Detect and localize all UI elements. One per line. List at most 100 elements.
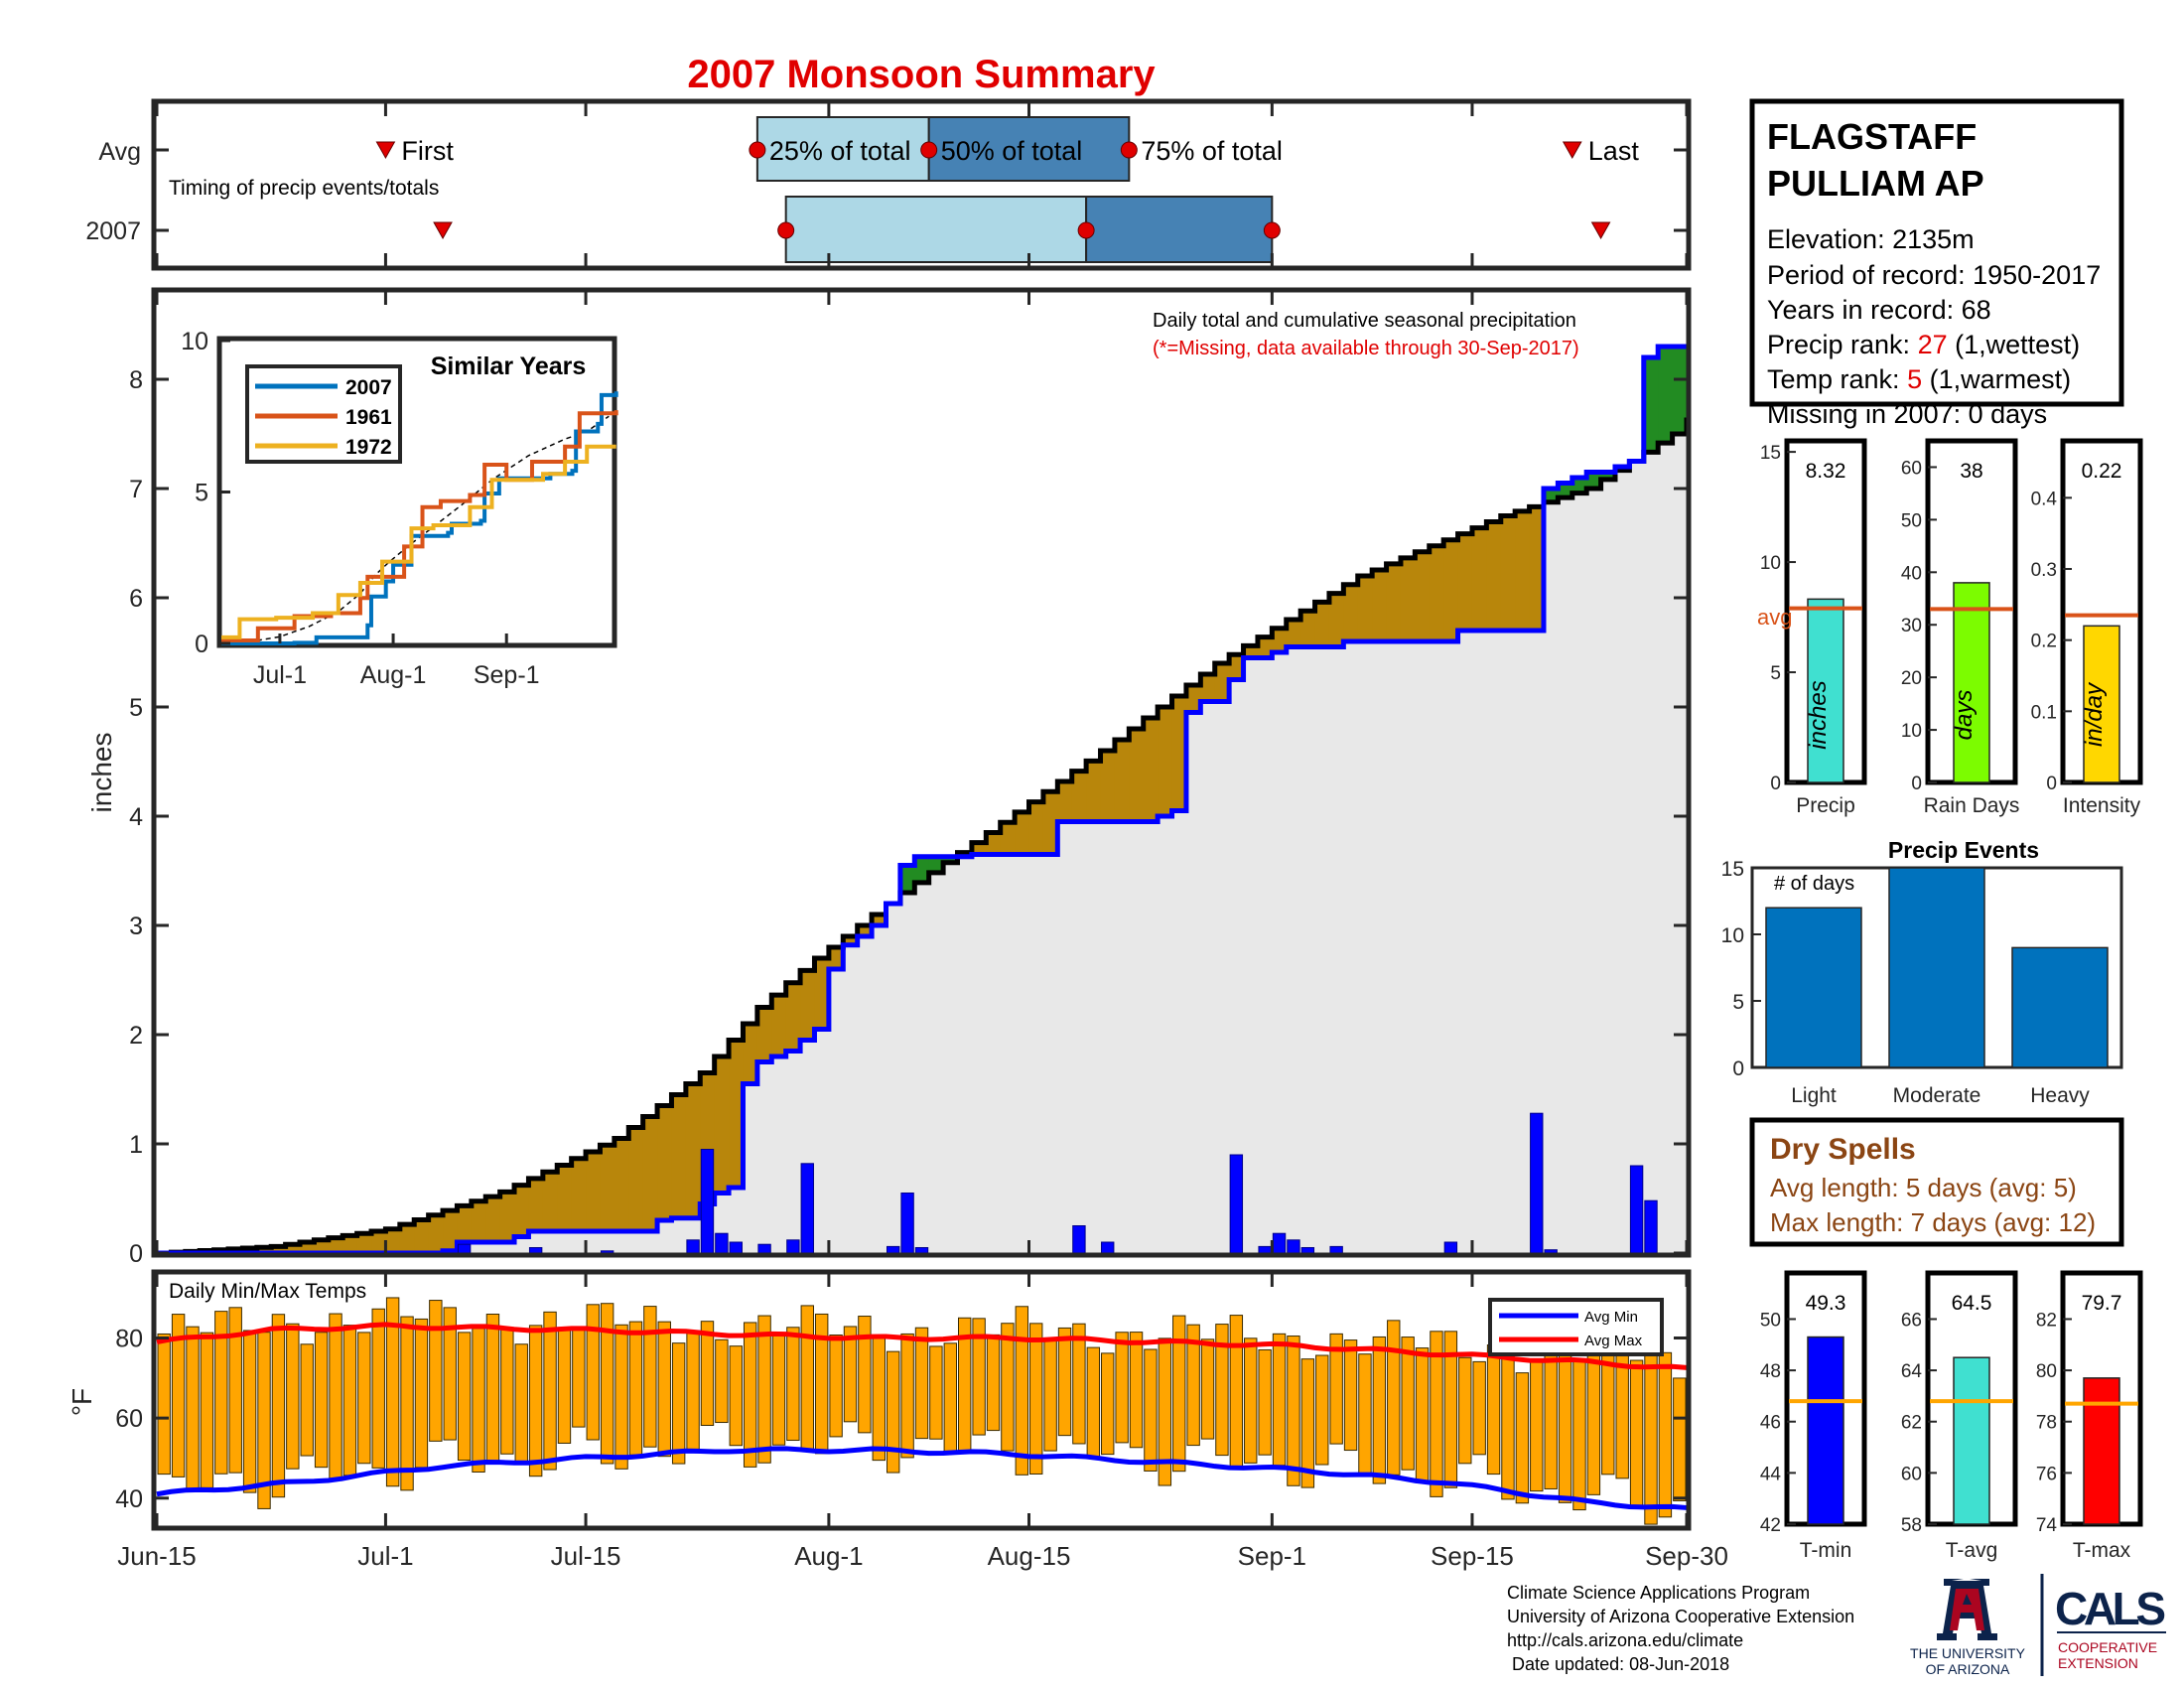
station-elevation: Elevation: 2135m [1767, 224, 1975, 254]
daily-precip-bar [886, 1245, 900, 1254]
base-fill-segment [1272, 652, 1288, 1253]
x-tick-label: Aug-15 [988, 1541, 1071, 1571]
base-fill-segment [1457, 631, 1473, 1253]
x-tick-label: Jul-15 [551, 1541, 621, 1571]
deficit-segment [499, 1192, 515, 1242]
summary-y-tick-label: 44 [1760, 1464, 1782, 1484]
daily-temp-range-bar [1258, 1348, 1272, 1456]
dry-spells-max: Max length: 7 days (avg: 12) [1770, 1207, 2096, 1237]
daily-temp-range-bar [1001, 1323, 1015, 1452]
deficit-segment [314, 1239, 330, 1253]
base-fill-segment [1571, 492, 1587, 1253]
base-fill-segment [1486, 631, 1502, 1253]
surplus-segment [1643, 357, 1659, 453]
daily-temp-range-bar [914, 1327, 929, 1440]
deficit-segment [1300, 611, 1316, 647]
daily-temp-range-bar [643, 1306, 657, 1448]
daily-temp-range-bar [1544, 1339, 1558, 1489]
summary-y-tick-label: 60 [1901, 1464, 1922, 1484]
daily-temp-range-bar [1287, 1336, 1300, 1486]
daily-precip-bar [914, 1247, 929, 1254]
deficit-segment [1185, 685, 1201, 713]
inset-title: Similar Years [431, 352, 587, 380]
base-fill-segment [471, 1242, 486, 1253]
deficit-segment [1042, 791, 1058, 855]
main-y-ticks: 0 1 2 3 4 5 6 7 8 [129, 366, 1687, 1268]
summary-y-tick-label: 42 [1760, 1515, 1781, 1536]
base-fill-segment [1185, 712, 1201, 1253]
precip-events-bar-Heavy [2011, 946, 2109, 1068]
base-fill-segment [785, 1051, 801, 1253]
base-fill-segment [1429, 641, 1444, 1253]
deficit-segment [756, 1007, 772, 1062]
cals-sub-line2: EXTENSION [2058, 1655, 2138, 1671]
summary-y-tick-label: 48 [1760, 1361, 1781, 1382]
daily-temp-range-bar [1358, 1353, 1372, 1475]
daily-temp-range-bar [1144, 1348, 1158, 1472]
daily-temp-range-bar [1215, 1324, 1229, 1457]
base-fill-segment [1229, 679, 1245, 1253]
daily-precip-bar [786, 1239, 800, 1254]
timing-first-marker [375, 141, 396, 160]
station-info-box: FLAGSTAFF PULLIAM AP Elevation: 2135m Pe… [1749, 98, 2124, 429]
daily-precip-bar [715, 1232, 729, 1254]
summary-y-tick-label: 50 [1901, 510, 1922, 531]
deficit-segment [843, 936, 859, 945]
deficit-segment [1200, 674, 1216, 702]
deficit-segment [1257, 636, 1273, 658]
daily-temp-range-bar [1343, 1339, 1358, 1452]
summary-y-tick-label: 74 [2036, 1515, 2058, 1536]
summary-unit-label-Rain Days: days [1951, 690, 1978, 741]
temp-chart-title: Daily Min/Max Temps [169, 1280, 366, 1303]
base-fill-segment [971, 854, 987, 1253]
surplus-segment [1658, 347, 1674, 444]
daily-temp-range-bar [414, 1318, 429, 1469]
daily-temp-range-bar [171, 1314, 186, 1477]
deficit-segment [1229, 654, 1245, 680]
daily-temp-range-bar [1430, 1331, 1443, 1497]
inset-ticks: 0 5 10 Jul-1 Aug-1 Sep-1 [181, 328, 539, 689]
daily-temp-range-bar [1472, 1360, 1486, 1456]
daily-temp-range-bar [1372, 1336, 1387, 1484]
temp-legend-max-label: Avg Max [1584, 1333, 1643, 1349]
base-fill-segment [542, 1231, 558, 1253]
base-fill-segment [671, 1217, 687, 1253]
daily-temp-range-bar [1629, 1359, 1644, 1506]
summary-y-tick-label: 20 [1901, 668, 1922, 689]
summary-y-tick-label: 58 [1901, 1515, 1922, 1536]
deficit-segment [371, 1231, 387, 1253]
deficit-segment [771, 995, 787, 1056]
deficit-segment [1357, 576, 1373, 641]
summary-y-tick-label: 80 [2036, 1361, 2057, 1382]
base-fill-segment [756, 1061, 772, 1253]
temp-y-tick-label: 80 [115, 1326, 143, 1353]
timing-p75-label: 75% of total [1141, 136, 1283, 166]
base-fill-segment [1158, 816, 1173, 1253]
summary-y-tick-label: 78 [2036, 1413, 2057, 1434]
x-tick-label: Aug-1 [794, 1541, 863, 1571]
temp-y-ticks: 40 60 80 [115, 1326, 1687, 1513]
main-chart-note-line1: Daily total and cumulative seasonal prec… [1153, 310, 1576, 332]
daily-temp-range-bar [1572, 1360, 1586, 1511]
base-fill-segment [1415, 641, 1431, 1253]
timing-box-25-50 [784, 196, 1088, 263]
daily-temp-range-bar [400, 1316, 414, 1491]
daily-temp-range-bar [757, 1315, 771, 1464]
main-precip-chart: 0 1 2 3 4 5 6 7 8 inches Daily total and cumulat… [86, 287, 1692, 1268]
station-period: Period of record: 1950-2017 [1767, 260, 2101, 290]
daily-precip-bar [457, 1243, 472, 1254]
daily-temp-range-bar [1300, 1358, 1315, 1488]
surplus-segment [1586, 472, 1602, 489]
daily-precip-bar [1258, 1245, 1272, 1254]
daily-precip-bar [1629, 1165, 1644, 1254]
precip-events-category-Moderate: Moderate [1893, 1084, 1981, 1107]
daily-temp-range-bar [729, 1345, 743, 1447]
deficit-segment [614, 1138, 629, 1231]
daily-temp-range-bar [1158, 1337, 1172, 1486]
summary-bar-T-max [2083, 1377, 2120, 1525]
daily-precip-bar [900, 1193, 914, 1254]
daily-temp-range-bar [1244, 1337, 1258, 1464]
base-fill-segment [1114, 821, 1130, 1253]
daily-temp-range-bar [1415, 1347, 1430, 1483]
